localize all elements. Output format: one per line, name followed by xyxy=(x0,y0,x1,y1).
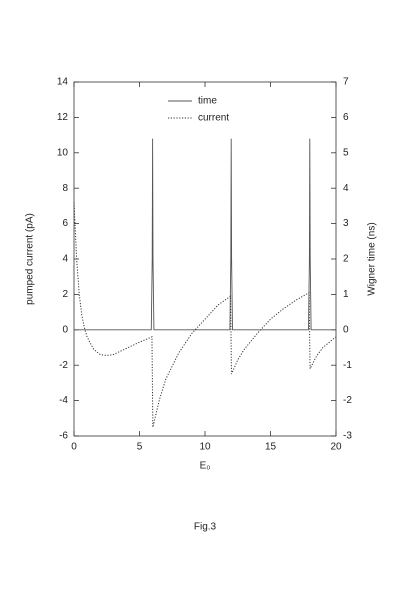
y-tick-label: -2 xyxy=(59,360,68,371)
y-tick-label: 2 xyxy=(62,289,68,300)
y2-tick-label: 5 xyxy=(343,147,349,158)
legend-label: current xyxy=(198,113,229,124)
y-tick-label: 14 xyxy=(57,77,69,88)
y2-tick-label: 3 xyxy=(343,218,349,229)
y2-tick-label: 2 xyxy=(343,254,349,265)
y-tick-label: 4 xyxy=(62,254,68,265)
y2-tick-label: 4 xyxy=(343,183,349,194)
y-tick-label: -6 xyxy=(59,431,68,442)
caption: Fig.3 xyxy=(194,522,217,533)
x-tick-label: 20 xyxy=(330,442,342,453)
y2-tick-label: 6 xyxy=(343,112,349,123)
y-tick-label: 6 xyxy=(62,218,68,229)
series-line xyxy=(73,202,337,428)
x-tick-label: 10 xyxy=(199,442,211,453)
y2-tick-label: -1 xyxy=(343,360,352,371)
y2-tick-label: 7 xyxy=(343,77,349,88)
y-tick-label: 10 xyxy=(57,147,69,158)
y2-tick-label: 0 xyxy=(343,324,349,335)
series-line xyxy=(74,138,336,331)
y-tick-label: 8 xyxy=(62,183,68,194)
x-tick-label: 15 xyxy=(265,442,277,453)
y-tick-label: 12 xyxy=(57,112,69,123)
x-axis-label: E₀ xyxy=(200,461,211,472)
x-tick-label: 0 xyxy=(71,442,77,453)
y2-tick-label: -2 xyxy=(343,395,352,406)
y-axis-label: pumped current (pA) xyxy=(25,213,36,305)
legend-label: time xyxy=(198,96,217,107)
y-tick-label: -4 xyxy=(59,395,68,406)
y2-axis-label: Wigner time (ns) xyxy=(367,222,378,295)
plot-frame xyxy=(73,81,337,437)
y2-tick-label: -3 xyxy=(343,431,352,442)
y2-tick-label: 1 xyxy=(343,289,349,300)
y-tick-label: 0 xyxy=(62,324,68,335)
x-tick-label: 5 xyxy=(137,442,143,453)
